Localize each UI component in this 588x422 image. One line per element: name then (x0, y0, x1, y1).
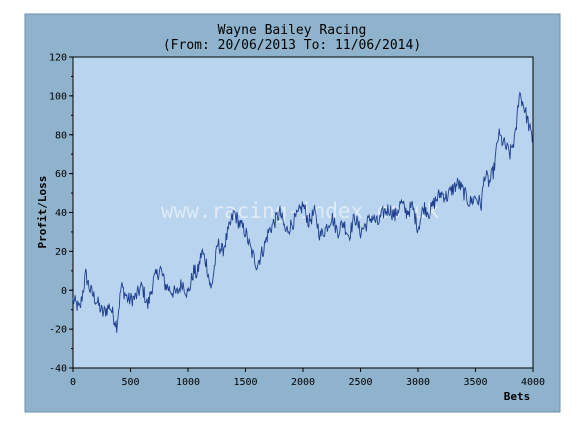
x-tick-label: 1500 (233, 377, 257, 388)
chart-title: Wayne Bailey Racing (218, 23, 367, 38)
chart-subtitle: (From: 20/06/2013 To: 11/06/2014) (163, 38, 421, 53)
plot-area (72, 56, 534, 369)
y-tick-label: 40 (55, 208, 67, 219)
x-axis-label: Bets (504, 390, 531, 403)
x-tick-label: 3000 (406, 377, 430, 388)
series-layer (72, 91, 534, 333)
y-tick-label: 100 (49, 91, 67, 102)
x-tick-label: 3500 (463, 377, 487, 388)
x-tick-label: 2000 (291, 377, 315, 388)
y-tick-label: 120 (49, 53, 67, 64)
y-axis-label: Profit/Loss (36, 176, 49, 249)
y-tick-label: 60 (55, 169, 67, 180)
x-tick-label: 2500 (348, 377, 372, 388)
y-tick-label: -20 (49, 325, 67, 336)
x-tick-label: 1000 (176, 377, 200, 388)
x-tick-label: 4000 (521, 377, 545, 388)
x-tick-label: 0 (70, 377, 76, 388)
y-tick-label: 0 (61, 286, 67, 297)
y-tick-label: 80 (55, 130, 67, 141)
y-tick-label: 20 (55, 247, 67, 258)
y-tick-label: -40 (49, 364, 67, 375)
profit-loss-series-line (72, 91, 534, 333)
x-tick-label: 500 (121, 377, 139, 388)
